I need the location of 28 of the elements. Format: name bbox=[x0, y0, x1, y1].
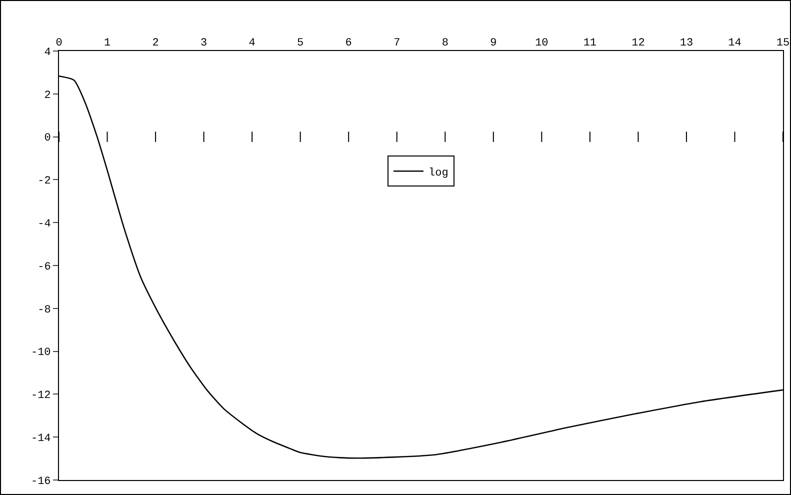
x-tick-label: 2 bbox=[152, 38, 159, 50]
x-tick-label: 9 bbox=[490, 38, 497, 50]
y-tick-label: 2 bbox=[44, 90, 51, 102]
x-tick-label: 12 bbox=[632, 38, 645, 50]
x-tick-label: 15 bbox=[776, 38, 790, 50]
y-tick-label: -16 bbox=[30, 476, 51, 488]
y-tick-label: 0 bbox=[44, 132, 51, 145]
y-tick-label: -8 bbox=[38, 304, 51, 316]
y-tick-label: -12 bbox=[30, 390, 51, 402]
x-tick-label: 11 bbox=[583, 38, 597, 50]
y-tick-label: -2 bbox=[38, 176, 51, 188]
x-tick-label: 13 bbox=[680, 38, 694, 50]
legend-label: log bbox=[428, 167, 448, 180]
x-tick-label: 6 bbox=[345, 38, 352, 50]
x-tick-label: 10 bbox=[535, 38, 548, 50]
y-tick-label: -14 bbox=[30, 432, 52, 445]
x-tick-label: 8 bbox=[442, 38, 448, 50]
x-tick-label: 3 bbox=[200, 38, 208, 50]
y-tick-label: -6 bbox=[38, 261, 51, 274]
x-tick-label: 1 bbox=[104, 38, 111, 50]
y-tick-label: -4 bbox=[38, 218, 52, 230]
y-tick-label: 4 bbox=[44, 46, 52, 59]
y-tick-label: -10 bbox=[30, 347, 51, 360]
x-tick-label: 7 bbox=[394, 38, 400, 50]
x-tick-label: 4 bbox=[248, 38, 256, 50]
x-tick-label: 14 bbox=[728, 38, 742, 50]
x-tick-label: 5 bbox=[297, 38, 304, 50]
x-tick-label: 0 bbox=[56, 38, 62, 50]
